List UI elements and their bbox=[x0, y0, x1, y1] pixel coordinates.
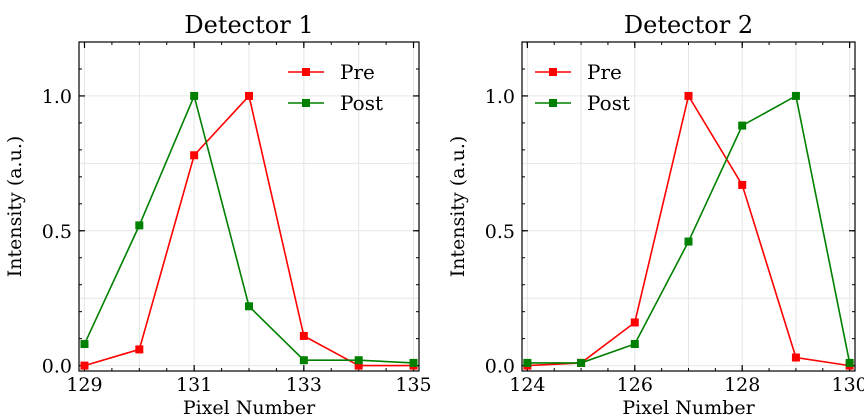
y-axis-label: Intensity (a.u.) bbox=[4, 136, 26, 278]
data-point bbox=[791, 91, 800, 100]
legend-entry-post: Post bbox=[535, 91, 630, 115]
data-point bbox=[354, 356, 363, 365]
x-tick-label: 130 bbox=[831, 374, 864, 396]
chart-title: Detector 1 bbox=[184, 11, 313, 39]
data-point bbox=[409, 358, 418, 367]
data-point bbox=[738, 121, 747, 130]
data-point bbox=[80, 340, 89, 349]
data-point bbox=[630, 318, 639, 327]
data-point bbox=[80, 361, 89, 370]
legend-marker bbox=[549, 68, 557, 76]
data-point bbox=[523, 358, 532, 367]
series-post bbox=[523, 91, 854, 367]
legend-label: Pre bbox=[587, 60, 622, 84]
data-point bbox=[190, 151, 199, 160]
x-tick-label: 124 bbox=[509, 374, 545, 396]
data-point bbox=[299, 331, 308, 340]
data-point bbox=[684, 91, 693, 100]
y-tick-label: 0.0 bbox=[485, 356, 515, 378]
y-tick-label: 0.0 bbox=[42, 356, 72, 378]
legend-entry-post: Post bbox=[288, 91, 383, 115]
x-tick-label: 133 bbox=[286, 374, 322, 396]
x-axis-label: Pixel Number bbox=[183, 397, 316, 417]
y-tick-label: 0.5 bbox=[42, 221, 72, 243]
data-point bbox=[135, 345, 144, 354]
chart-title: Detector 2 bbox=[624, 11, 753, 39]
chart-panel-2: 124 126 128 130 0.0 0.5 1.0 Detector 2 Pixel Num… bbox=[447, 11, 864, 417]
data-point bbox=[684, 237, 693, 246]
y-tick-label: 0.5 bbox=[485, 221, 515, 243]
legend-marker bbox=[302, 68, 310, 76]
legend-label: Post bbox=[587, 91, 630, 115]
x-tick-label: 129 bbox=[66, 374, 102, 396]
x-tick-label: 131 bbox=[176, 374, 212, 396]
chart-panel-1: 129 131 133 135 0.0 0.5 1.0 Detector 1 Pixel Num… bbox=[4, 11, 432, 417]
x-axis-label: Pixel Number bbox=[622, 397, 755, 417]
data-point bbox=[738, 180, 747, 189]
legend-entry-pre: Pre bbox=[288, 60, 375, 84]
data-point bbox=[299, 356, 308, 365]
legend-entry-pre: Pre bbox=[535, 60, 622, 84]
data-point bbox=[190, 91, 199, 100]
series-post bbox=[80, 91, 418, 367]
legend-label: Post bbox=[340, 91, 383, 115]
data-point bbox=[577, 358, 586, 367]
y-tick-label: 1.0 bbox=[485, 86, 515, 108]
legend-label: Pre bbox=[340, 60, 375, 84]
data-point bbox=[791, 353, 800, 362]
legend-marker bbox=[302, 99, 310, 107]
data-point bbox=[354, 361, 363, 370]
data-point bbox=[845, 358, 854, 367]
data-point bbox=[630, 340, 639, 349]
x-tick-label: 135 bbox=[395, 374, 431, 396]
x-tick-label: 128 bbox=[724, 374, 760, 396]
y-tick-label: 1.0 bbox=[42, 86, 72, 108]
legend-marker bbox=[549, 99, 557, 107]
data-point bbox=[245, 302, 253, 311]
y-axis-label: Intensity (a.u.) bbox=[447, 136, 469, 278]
data-point bbox=[245, 91, 253, 100]
x-tick-label: 126 bbox=[617, 374, 653, 396]
data-point bbox=[135, 221, 144, 230]
